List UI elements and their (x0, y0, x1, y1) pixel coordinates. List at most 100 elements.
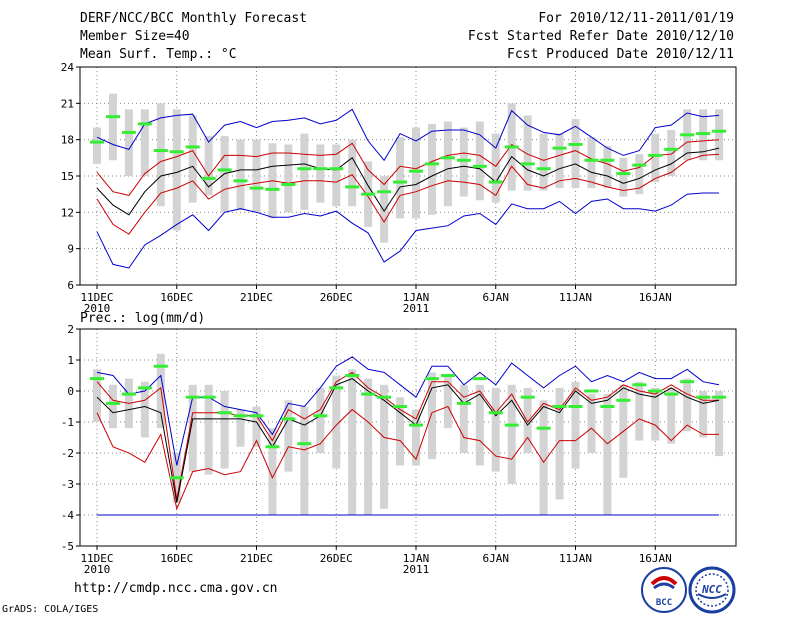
x-tick-label: 11JAN (559, 291, 592, 304)
x-tick-year-label: 2010 (84, 563, 111, 576)
y-tick-label: 18 (61, 134, 74, 147)
header-start-date: Fcst Started Refer Date 2010/12/10 (467, 29, 734, 44)
spread-bar (715, 109, 724, 161)
x-tick-label: 11DEC (80, 291, 113, 304)
spread-bar (252, 139, 261, 213)
y-tick-label: 24 (61, 61, 75, 74)
plot-frame (79, 328, 737, 547)
spread-bar (555, 133, 564, 189)
spread-bar (284, 144, 293, 213)
y-tick-label: 21 (61, 97, 74, 110)
spread-bar (491, 387, 500, 472)
y-tick-label: 1 (67, 354, 74, 367)
x-tick-label: 26DEC (320, 291, 353, 304)
header-variable: Mean Surf. Temp.: °C (80, 47, 237, 62)
spread-bar (619, 157, 628, 197)
spread-bar (491, 133, 500, 203)
y-tick-label: 6 (67, 279, 74, 292)
spread-bar (443, 121, 452, 207)
spread-bar (396, 137, 405, 219)
y-tick-label: 9 (67, 243, 74, 256)
plot-frame (79, 66, 737, 286)
spread-bar (396, 397, 405, 466)
header-member-size: Member Size=40 (80, 29, 190, 44)
plus-sd-line (96, 139, 720, 196)
spread-bar (635, 381, 644, 441)
x-tick-label: 6JAN (483, 291, 510, 304)
footer-url[interactable]: http://cmdp.ncc.cma.gov.cn (74, 581, 278, 596)
ncc-logo: NCC (688, 566, 736, 614)
x-tick-label: 16DEC (160, 291, 193, 304)
x-tick-year-label: 2010 (84, 302, 111, 315)
y-tick-label: 15 (61, 170, 74, 183)
spread-bar (555, 387, 564, 500)
spread-bar (140, 109, 149, 176)
x-tick-label: 6JAN (483, 552, 510, 565)
spread-bar (284, 400, 293, 472)
spread-bar (156, 103, 165, 207)
x-tick-label: 16DEC (160, 552, 193, 565)
max-line (96, 356, 720, 466)
spread-bar (124, 109, 133, 176)
x-tick-year-label: 2011 (403, 563, 430, 576)
spread-bar (427, 123, 436, 215)
spread-bar (571, 119, 580, 189)
spread-bar (316, 387, 325, 453)
y-tick-label: -5 (61, 540, 74, 553)
spread-bar (93, 369, 101, 422)
y-tick-label: -1 (61, 416, 74, 429)
spread-bar (204, 384, 213, 475)
x-tick-label: 1JAN (403, 291, 430, 304)
spread-bar (412, 127, 420, 219)
x-tick-label: 16JAN (639, 552, 672, 565)
spread-bar (651, 133, 660, 183)
bcc-logo: BCC (641, 567, 687, 613)
spread-bar (523, 387, 532, 453)
spread-bar (364, 378, 373, 515)
x-tick-label: 16JAN (639, 291, 672, 304)
spread-bar (172, 109, 181, 231)
y-tick-label: -3 (61, 478, 74, 491)
minus-sd-line (96, 405, 719, 511)
bcc-logo-text: BCC (656, 598, 672, 608)
x-tick-label: 1JAN (403, 552, 430, 565)
spread-bar (412, 409, 420, 466)
spread-bar (667, 129, 676, 176)
spread-bar (236, 139, 245, 210)
spread-bar (108, 93, 117, 161)
spread-bar (587, 394, 596, 453)
y-tick-label: -4 (61, 509, 75, 522)
spread-bar (587, 137, 596, 189)
spread-bar (571, 381, 580, 469)
mean-line (96, 378, 720, 503)
spread-bar (651, 387, 660, 441)
min-line (96, 192, 719, 269)
minus-sd-line (96, 153, 720, 235)
spread-bar (380, 384, 389, 509)
plus-sd-line (96, 371, 719, 500)
spread-bar (523, 115, 532, 191)
spread-bar (316, 144, 325, 203)
spread-bar (348, 369, 357, 515)
y-tick-label: 0 (67, 385, 74, 398)
spread-bar (427, 372, 436, 460)
spread-bar (93, 127, 101, 164)
x-tick-label: 26DEC (320, 552, 353, 565)
ncc-logo-text: NCC (701, 583, 722, 596)
y-tick-label: 2 (67, 323, 74, 336)
spread-bar (220, 391, 229, 469)
spread-bar (140, 381, 149, 438)
spread-bar (188, 115, 197, 203)
spread-bar (683, 378, 692, 432)
spread-bar (332, 144, 341, 207)
x-tick-label: 11JAN (559, 552, 592, 565)
spread-bar (443, 375, 452, 429)
spread-bar (539, 400, 548, 515)
y-tick-label: -2 (61, 447, 74, 460)
spread-bar (667, 387, 676, 444)
spread-bar (715, 391, 724, 457)
spread-bar (300, 133, 309, 210)
spread-bar (475, 121, 484, 201)
